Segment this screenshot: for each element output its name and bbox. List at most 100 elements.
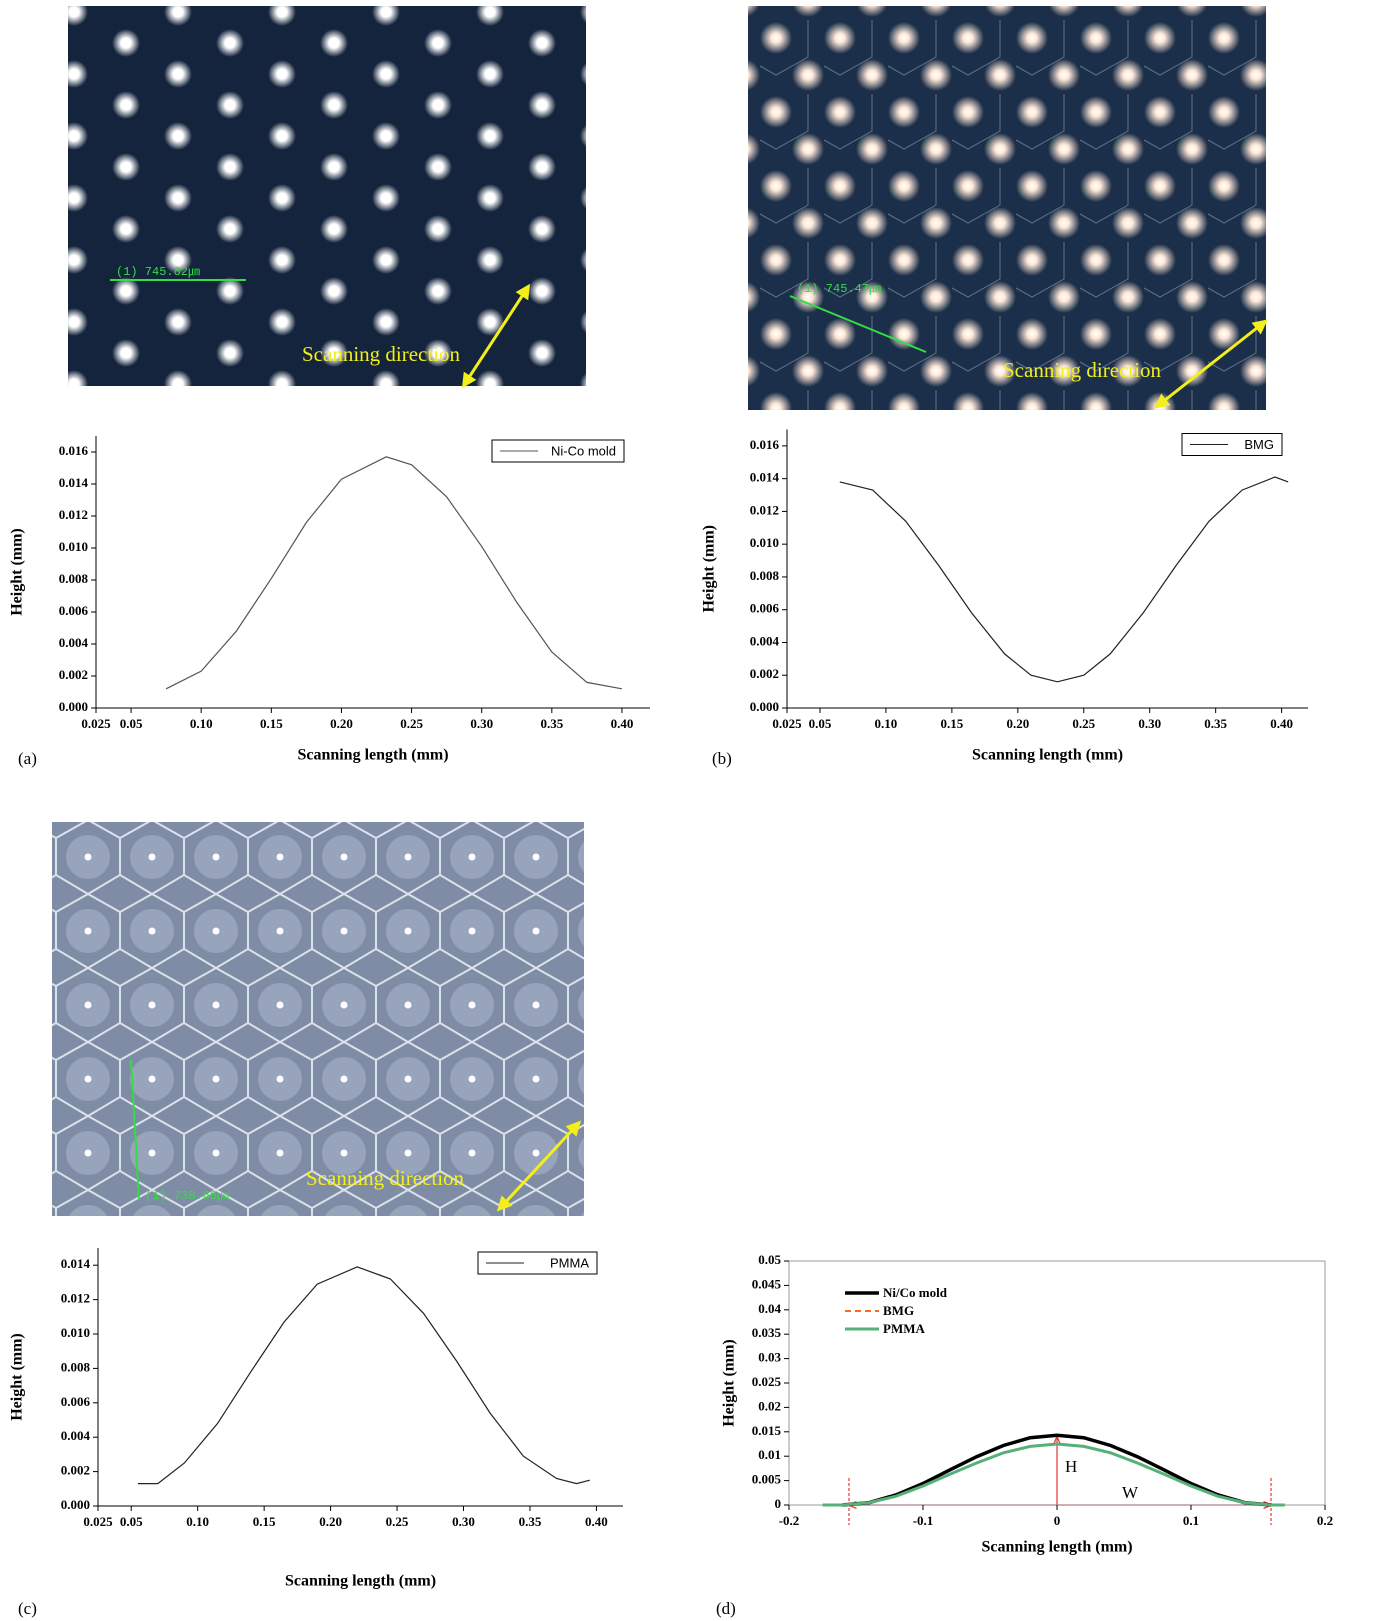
x-tick-label: 0.20 bbox=[1006, 716, 1029, 731]
y-tick-label: 0.012 bbox=[750, 502, 779, 517]
x-axis-label: Scanning length (mm) bbox=[972, 747, 1123, 764]
y-tick-label: 0.000 bbox=[750, 699, 779, 714]
x-tick-label: 0.05 bbox=[809, 716, 832, 731]
direction-label: Scanning direction bbox=[302, 342, 461, 366]
x-axis-label: Scanning length (mm) bbox=[285, 1573, 436, 1590]
x-tick-label: 0.15 bbox=[940, 716, 963, 731]
panel-label: (c) bbox=[18, 1599, 37, 1618]
y-tick-label: 0.005 bbox=[752, 1472, 782, 1487]
x-tick-label: -0.2 bbox=[779, 1513, 800, 1528]
x-tick-label: 0.05 bbox=[120, 1514, 143, 1529]
y-tick-label: 0.012 bbox=[61, 1291, 90, 1306]
y-tick-label: 0.03 bbox=[758, 1350, 781, 1365]
legend-label: Ni-Co mold bbox=[551, 443, 616, 458]
x-tick-label: 0.40 bbox=[1270, 716, 1293, 731]
x-tick-label: 0.025 bbox=[772, 716, 802, 731]
series-line bbox=[137, 1266, 590, 1485]
x-tick-label: 0.35 bbox=[540, 716, 563, 731]
annotation: H bbox=[1065, 1457, 1077, 1476]
y-tick-label: 0.002 bbox=[61, 1463, 90, 1478]
y-axis-label: Height (mm) bbox=[9, 1333, 26, 1421]
y-tick-label: 0.01 bbox=[758, 1447, 781, 1462]
legend-box bbox=[1181, 433, 1283, 456]
x-tick-label: 0.40 bbox=[611, 716, 634, 731]
x-axis-label: Scanning length (mm) bbox=[297, 747, 448, 764]
y-tick-label: 0.004 bbox=[59, 635, 89, 650]
y-tick-label: 0.025 bbox=[752, 1374, 782, 1389]
y-tick-label: 0.006 bbox=[61, 1394, 91, 1409]
panel-label: (b) bbox=[712, 749, 732, 768]
y-tick-label: 0.002 bbox=[750, 666, 779, 681]
dimension-arrows bbox=[849, 1437, 1271, 1525]
x-tick-label: 0.2 bbox=[1317, 1513, 1333, 1528]
y-tick-label: 0.000 bbox=[61, 1497, 90, 1512]
y-tick-label: 0.016 bbox=[59, 443, 89, 458]
legend-label: PMMA bbox=[883, 1321, 925, 1336]
y-tick-label: 0.04 bbox=[758, 1301, 781, 1316]
x-tick-label: 0.25 bbox=[1072, 716, 1095, 731]
y-tick-label: 0.008 bbox=[750, 568, 780, 583]
y-axis-label: Height (mm) bbox=[9, 528, 26, 616]
legend-box bbox=[477, 1251, 598, 1275]
x-tick-label: -0.1 bbox=[913, 1513, 934, 1528]
legend-label: Ni/Co mold bbox=[883, 1285, 948, 1300]
y-tick-label: 0.014 bbox=[750, 470, 780, 485]
photo-c: (1) 738.66㎛ Scanning direction bbox=[52, 822, 584, 1216]
y-tick-label: 0.010 bbox=[59, 539, 88, 554]
x-axis-label: Scanning length (mm) bbox=[981, 1539, 1132, 1556]
x-tick-label: 0.30 bbox=[470, 716, 493, 731]
y-tick-label: 0 bbox=[775, 1496, 782, 1511]
x-tick-label: 0.025 bbox=[81, 716, 111, 731]
y-tick-label: 0.016 bbox=[750, 437, 780, 452]
x-tick-label: 0.35 bbox=[1204, 716, 1227, 731]
y-tick-label: 0.010 bbox=[61, 1325, 90, 1340]
series-line bbox=[842, 1433, 1272, 1507]
legend-label: BMG bbox=[883, 1303, 914, 1318]
y-axis-label: Height (mm) bbox=[701, 525, 718, 613]
series-line bbox=[839, 476, 1289, 683]
x-tick-label: 0.40 bbox=[585, 1514, 608, 1529]
x-tick-label: 0.15 bbox=[260, 716, 283, 731]
y-tick-label: 0.014 bbox=[59, 475, 89, 490]
measure-label: (1) 738.66㎛ bbox=[145, 1189, 229, 1203]
series-line bbox=[822, 1442, 1285, 1507]
y-tick-label: 0.008 bbox=[59, 571, 89, 586]
x-tick-label: 0.25 bbox=[386, 1514, 409, 1529]
x-tick-label: 0.35 bbox=[519, 1514, 542, 1529]
x-tick-label: 0.20 bbox=[319, 1514, 342, 1529]
y-tick-label: 0.015 bbox=[752, 1423, 782, 1438]
x-tick-label: 0.30 bbox=[452, 1514, 475, 1529]
x-tick-label: 0.1 bbox=[1183, 1513, 1199, 1528]
legend-box bbox=[491, 439, 625, 463]
y-tick-label: 0.006 bbox=[750, 601, 780, 616]
y-tick-label: 0.004 bbox=[61, 1428, 91, 1443]
y-tick-label: 0.004 bbox=[750, 633, 780, 648]
y-tick-label: 0.014 bbox=[61, 1256, 91, 1271]
y-axis-label: Height (mm) bbox=[721, 1339, 738, 1427]
y-tick-label: 0.035 bbox=[752, 1325, 782, 1340]
x-tick-label: 0.25 bbox=[400, 716, 423, 731]
panel-label: (d) bbox=[716, 1599, 736, 1618]
x-tick-label: 0 bbox=[1054, 1513, 1061, 1528]
measure-label: (1) 745.47㎛ bbox=[797, 282, 881, 296]
x-tick-label: 0.05 bbox=[120, 716, 143, 731]
direction-label: Scanning direction bbox=[1003, 358, 1162, 382]
x-tick-label: 0.15 bbox=[253, 1514, 276, 1529]
y-tick-label: 0.05 bbox=[758, 1252, 781, 1267]
x-tick-label: 0.30 bbox=[1138, 716, 1161, 731]
y-tick-label: 0.045 bbox=[752, 1276, 782, 1291]
y-tick-label: 0.02 bbox=[758, 1398, 781, 1413]
x-tick-label: 0.20 bbox=[330, 716, 353, 731]
y-tick-label: 0.008 bbox=[61, 1359, 91, 1374]
x-tick-label: 0.025 bbox=[83, 1514, 113, 1529]
photo-b: (1) 745.47㎛ Scanning direction bbox=[748, 6, 1268, 410]
photo-a: (1) 745.82㎛ Scanning direction bbox=[68, 6, 586, 389]
y-tick-label: 0.000 bbox=[59, 699, 88, 714]
x-tick-label: 0.10 bbox=[190, 716, 213, 731]
panel-label: (a) bbox=[18, 749, 37, 768]
legend-label: BMG bbox=[1244, 437, 1274, 452]
series-line bbox=[165, 456, 623, 690]
x-tick-label: 0.10 bbox=[186, 1514, 209, 1529]
x-tick-label: 0.10 bbox=[875, 716, 898, 731]
